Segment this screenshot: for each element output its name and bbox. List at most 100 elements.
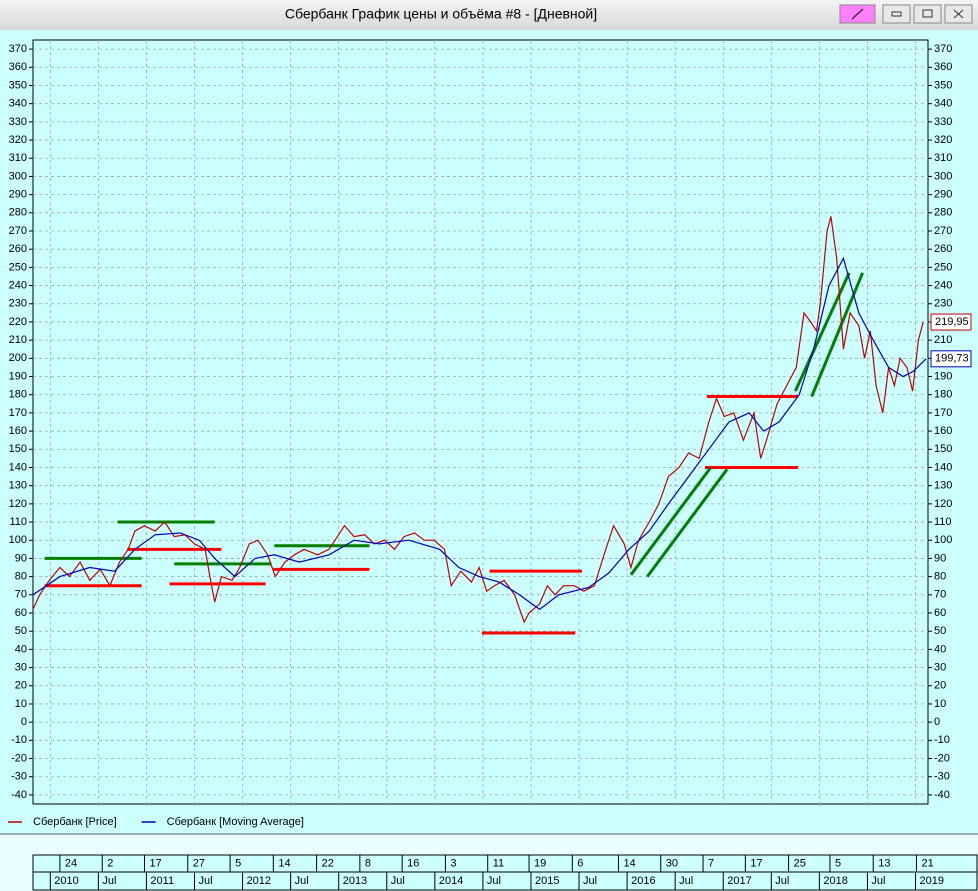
- y-tick-label: 320: [9, 134, 27, 146]
- y-tick-label: 350: [934, 79, 952, 91]
- x-tick-label: Jul: [487, 875, 501, 887]
- x-tick-label: 2015: [535, 875, 559, 887]
- last-value-label: 199,73: [935, 353, 969, 365]
- y-tick-label: 220: [9, 316, 27, 328]
- pin-icon: [851, 8, 864, 20]
- y-tick-label: 370: [9, 43, 27, 55]
- last-value-box: [930, 313, 972, 331]
- y-tick-label: 250: [934, 261, 952, 273]
- y-tick-label: -30: [934, 771, 950, 783]
- x-tick-label: Jul: [295, 875, 309, 887]
- x-day-tick-label: 14: [623, 857, 635, 869]
- y-tick-label: 40: [15, 643, 27, 655]
- y-tick-label: 40: [934, 643, 946, 655]
- last-value-box: [930, 350, 972, 368]
- y-tick-label: 330: [9, 116, 27, 128]
- y-tick-label: 90: [934, 552, 946, 564]
- trend-line: [629, 466, 712, 576]
- y-tick-label: 310: [934, 152, 952, 164]
- y-tick-label: 170: [934, 407, 952, 419]
- y-tick-label: 270: [9, 225, 27, 237]
- x-tick-label: 2012: [247, 875, 271, 887]
- grid: [29, 40, 932, 890]
- y-tick-label: 70: [15, 589, 27, 601]
- y-tick-label: 110: [9, 516, 27, 528]
- x-day-tick-label: 30: [666, 857, 678, 869]
- y-tick-label: 160: [934, 425, 952, 437]
- plot-frame: [32, 39, 929, 805]
- y-tick-label: -10: [11, 734, 27, 746]
- y-tick-label: 70: [934, 589, 946, 601]
- y-tick-label: 80: [15, 571, 27, 583]
- x-tick-label: Jul: [102, 875, 116, 887]
- y-tick-label: 20: [934, 680, 946, 692]
- y-tick-label: 190: [9, 370, 27, 382]
- legend-label: Сбербанк [Price]: [33, 816, 117, 828]
- x-tick-label: 2013: [343, 875, 367, 887]
- x-day-tick-label: 17: [750, 857, 762, 869]
- x-tick-label: 2010: [54, 875, 78, 887]
- x-day-tick-label: 25: [794, 857, 806, 869]
- y-tick-label: 270: [934, 225, 952, 237]
- x-tick-label: 2017: [727, 875, 751, 887]
- y-tick-label: 20: [15, 680, 27, 692]
- y-tick-label: 210: [934, 334, 952, 346]
- y-tick-label: 240: [934, 279, 952, 291]
- y-tick-label: 150: [9, 443, 27, 455]
- y-tick-label: 290: [934, 189, 952, 201]
- x-tick-label: Jul: [679, 875, 693, 887]
- x-tick-label: 2018: [823, 875, 847, 887]
- x-day-tick-label: 14: [278, 857, 290, 869]
- series-line: [32, 216, 924, 624]
- y-tick-label: 200: [9, 352, 27, 364]
- legend-label: Сбербанк [Moving Average]: [167, 816, 304, 828]
- chart-panel: [0, 30, 978, 835]
- y-tick-label: 140: [934, 461, 952, 473]
- y-tick-label: 320: [934, 134, 952, 146]
- y-tick-label: 360: [9, 61, 27, 73]
- y-tick-label: -40: [11, 789, 27, 801]
- x-tick-label: 2014: [439, 875, 463, 887]
- y-tick-label: -40: [934, 789, 950, 801]
- x-day-tick-label: 27: [193, 857, 205, 869]
- x-day-tick-label: 22: [322, 857, 334, 869]
- y-tick-label: 210: [9, 334, 27, 346]
- x-day-tick-label: 16: [407, 857, 419, 869]
- labels: -40 -40 -30 -30 -20 -20 -10 -10 0 0 10 10 20 20 30 30 40…: [8, 43, 972, 887]
- y-tick-label: 130: [9, 480, 27, 492]
- y-tick-label: 30: [15, 661, 27, 673]
- y-tick-label: 340: [934, 98, 952, 110]
- minimize-button[interactable]: [882, 4, 911, 24]
- y-tick-label: 290: [9, 189, 27, 201]
- trend-line: [646, 468, 729, 578]
- x-day-tick-label: 7: [708, 857, 714, 869]
- x-tick-label: 2019: [920, 875, 944, 887]
- y-tick-label: 230: [934, 298, 952, 310]
- y-tick-label: 340: [9, 98, 27, 110]
- y-tick-label: 190: [934, 370, 952, 382]
- title-bar: [0, 0, 978, 30]
- x-day-tick-label: 3: [450, 857, 456, 869]
- y-tick-label: 280: [934, 207, 952, 219]
- x-day-tick-label: 24: [65, 857, 77, 869]
- x-day-tick-label: 21: [921, 857, 933, 869]
- restore-button[interactable]: [913, 4, 942, 24]
- y-tick-label: 30: [934, 661, 946, 673]
- y-tick-label: 150: [934, 443, 952, 455]
- x-tick-label: Jul: [391, 875, 405, 887]
- y-tick-label: 280: [9, 207, 27, 219]
- y-tick-label: 230: [9, 298, 27, 310]
- y-tick-label: 370: [934, 43, 952, 55]
- x-tick-label: Jul: [583, 875, 597, 887]
- x-day-tick-label: 5: [835, 857, 841, 869]
- x-day-tick-label: 17: [150, 857, 162, 869]
- y-tick-label: 310: [9, 152, 27, 164]
- marks: [32, 216, 927, 635]
- y-tick-label: 140: [9, 461, 27, 473]
- trend-line: [810, 272, 865, 398]
- y-tick-label: 0: [934, 716, 940, 728]
- y-tick-label: 170: [9, 407, 27, 419]
- y-tick-label: 130: [934, 480, 952, 492]
- series-line: [32, 256, 927, 611]
